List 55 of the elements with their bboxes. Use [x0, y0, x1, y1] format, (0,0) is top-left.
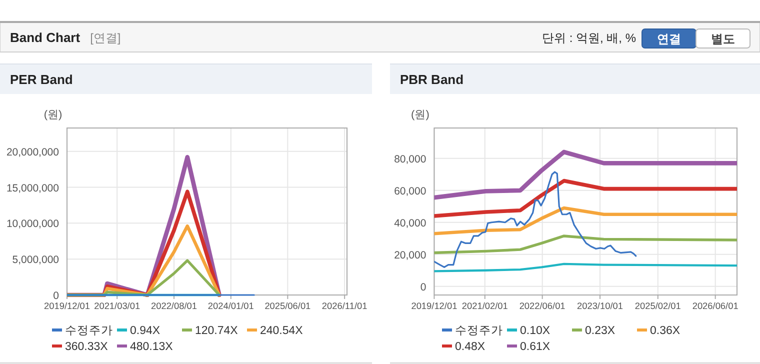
legend-label: 수정주가: [455, 325, 503, 337]
x-tick-label: 2021/02/01: [462, 301, 508, 311]
legend-label: 240.54X: [260, 325, 304, 337]
y-tick-label: 80,000: [394, 153, 426, 166]
legend-item: 0.48X: [442, 341, 486, 353]
x-tick-label: 2023/10/01: [576, 301, 623, 311]
y-tick-label: 5,000,000: [12, 254, 60, 266]
legend-label: 수정주가: [65, 325, 113, 337]
x-tick-label: 2019/12/01: [44, 301, 90, 311]
x-tick-label: 2022/06/01: [519, 301, 566, 311]
x-tick-label: 2025/06/01: [264, 301, 311, 311]
y-axis-title: (원): [44, 109, 62, 121]
legend-item: 0.10X: [507, 325, 550, 337]
chart-title: PBR Band: [400, 72, 464, 87]
y-tick-label: 20,000,000: [6, 146, 60, 158]
text: Band Chart: [10, 30, 81, 45]
x-tick-label: 2024/01/01: [208, 301, 254, 311]
legend-label: 0.61X: [520, 341, 550, 353]
legend-label: 0.48X: [455, 341, 486, 353]
y-axis-title: (원): [411, 109, 430, 121]
legend-label: 0.94X: [130, 325, 160, 337]
legend-item: 수정주가: [442, 325, 503, 337]
button: 연결: [642, 28, 696, 48]
x-tick-label: 2022/08/01: [151, 301, 197, 311]
legend-label: 0.36X: [650, 325, 680, 337]
legend-label: 120.74X: [195, 325, 238, 337]
legend-label: 360.33X: [65, 341, 108, 353]
legend-item: 240.54X: [247, 325, 303, 337]
legend-label: 480.13X: [130, 341, 174, 353]
y-tick-label: 20,000: [394, 249, 426, 262]
legend-item: 0.61X: [507, 341, 550, 353]
y-tick-label: 0: [53, 290, 60, 302]
x-tick-label: 2025/02/01: [634, 301, 681, 311]
y-tick-label: 10,000,000: [6, 218, 60, 230]
text: [연결]: [90, 31, 121, 45]
y-tick-label: 60,000: [394, 185, 426, 198]
y-tick-label: 0: [420, 281, 426, 294]
legend-label: 0.10X: [520, 325, 550, 337]
text: 단위 : 억원, 배, %: [542, 31, 636, 45]
x-tick-label: 2021/03/01: [94, 301, 140, 311]
chart-title: PER Band: [10, 72, 73, 87]
legend-item: 0.36X: [637, 325, 680, 337]
x-tick-label: 2019/12/01: [411, 301, 458, 311]
x-tick-label: 2026/06/01: [692, 301, 738, 311]
legend-item: 0.94X: [117, 325, 160, 337]
legend-item: 0.23X: [572, 325, 616, 337]
x-tick-label: 2026/11/01: [322, 301, 368, 311]
legend-label: 0.23X: [585, 325, 616, 337]
legend-item: 수정주가: [52, 325, 113, 337]
y-tick-label: 15,000,000: [6, 182, 60, 194]
button: 별도: [696, 28, 750, 48]
y-tick-label: 40,000: [394, 217, 426, 230]
legend-item: 360.33X: [52, 341, 108, 353]
legend-item: 480.13X: [117, 341, 173, 353]
legend-item: 120.74X: [182, 325, 238, 337]
